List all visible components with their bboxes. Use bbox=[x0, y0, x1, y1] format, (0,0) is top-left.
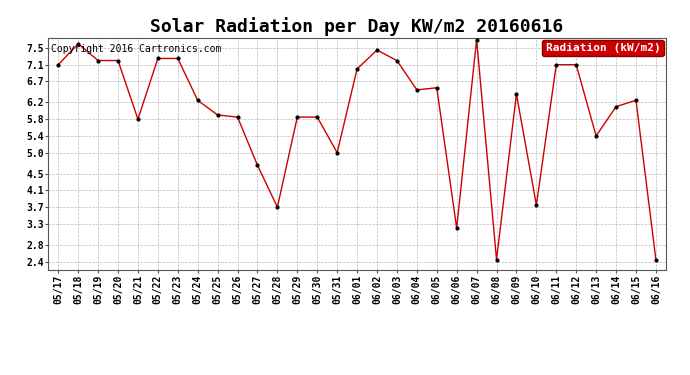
Title: Solar Radiation per Day KW/m2 20160616: Solar Radiation per Day KW/m2 20160616 bbox=[150, 17, 564, 36]
Legend: Radiation (kW/m2): Radiation (kW/m2) bbox=[542, 40, 664, 56]
Text: Copyright 2016 Cartronics.com: Copyright 2016 Cartronics.com bbox=[51, 45, 221, 54]
